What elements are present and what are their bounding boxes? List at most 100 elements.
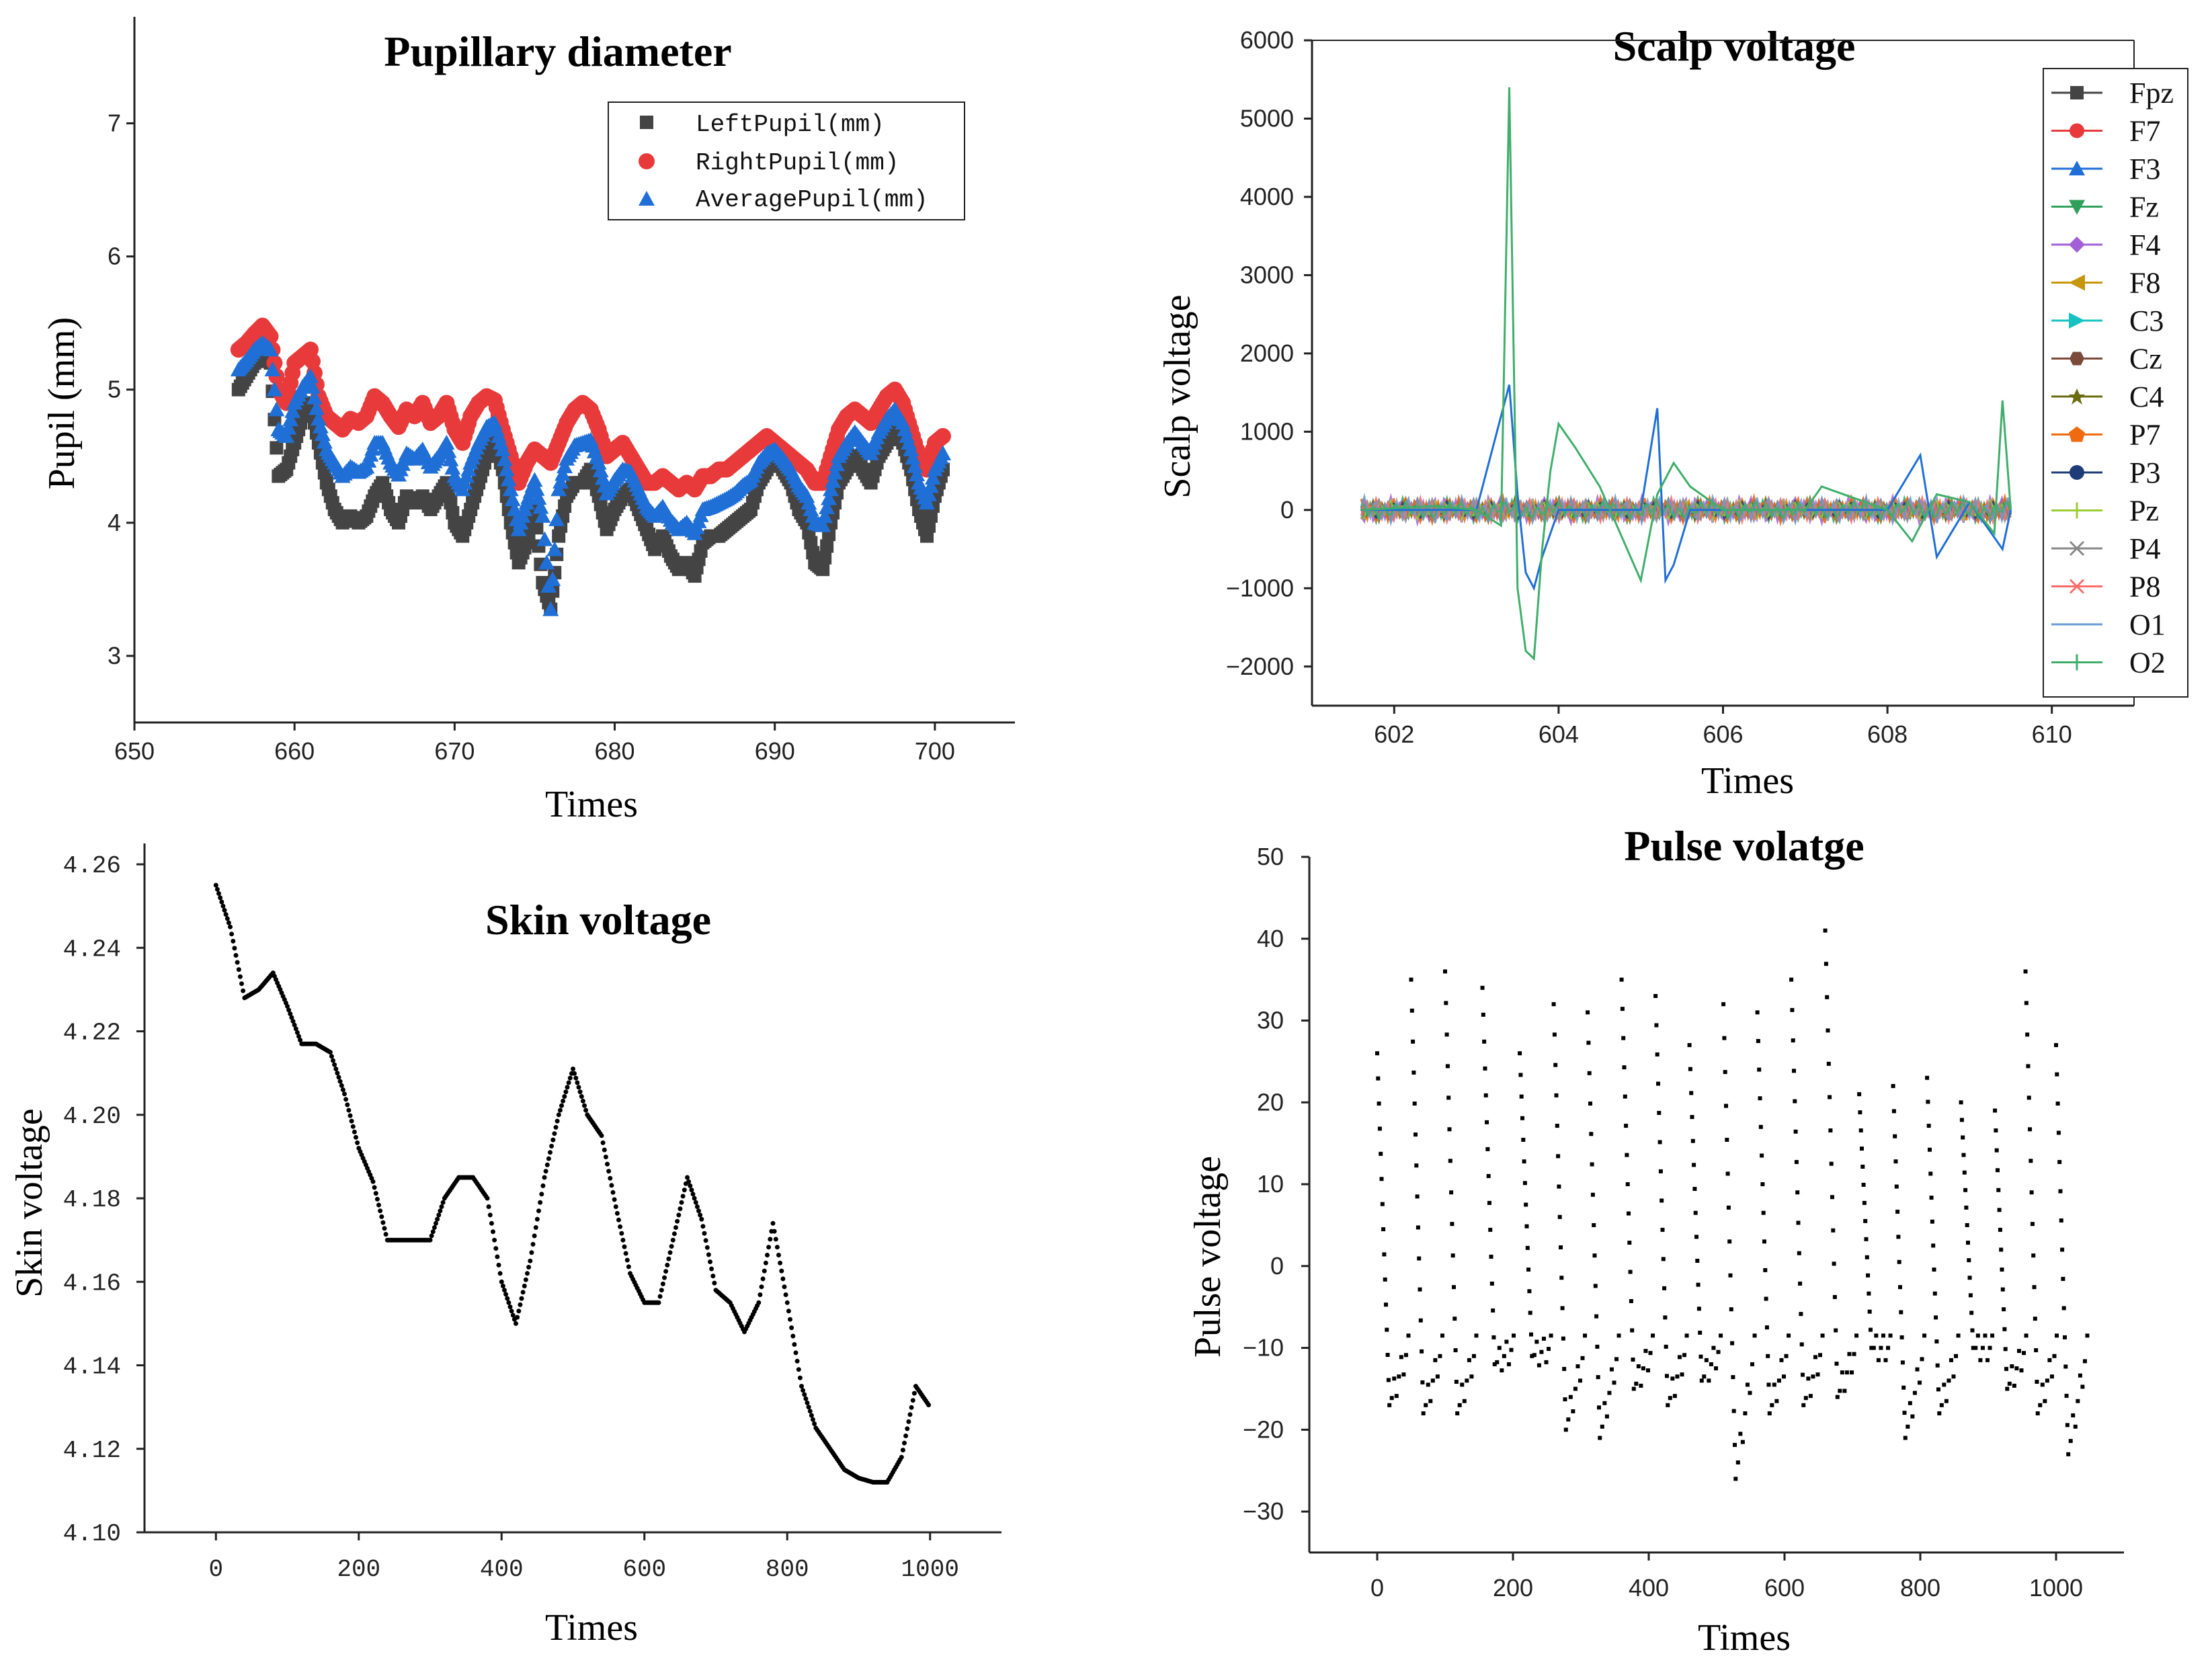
skin-point [370,1179,376,1184]
pupil-x-tick-label: 690 [755,737,795,765]
pulse-point [1520,1116,1524,1120]
pulse-point [1382,1252,1387,1257]
pupil-point-average [590,454,607,470]
pulse-point [1735,1460,1740,1465]
pulse-point [1758,1096,1762,1101]
pupil-point-average [905,450,921,465]
skin-point [796,1367,801,1372]
pulse-beat [1959,1100,1995,1362]
skin-point [518,1302,523,1307]
skin-point [792,1342,797,1347]
pupil-y-tick-label: 4 [108,509,121,536]
pulse-point [1578,1378,1582,1383]
pulse-point [1908,1401,1912,1405]
skin-point [902,1440,907,1446]
pulse-point [1379,1177,1384,1181]
pulse-x-tick-label: 600 [1764,1574,1805,1602]
skin-point [624,1257,630,1263]
pulse-point [1602,1401,1607,1405]
pulse-point [1467,1358,1471,1362]
pupil-point-average [264,362,281,376]
pulse-point [1767,1411,1772,1415]
pulse-point [1655,1052,1660,1056]
skin-point [347,1113,353,1118]
skin-point [226,920,231,925]
pulse-point [1444,1032,1449,1037]
pulse-y-tick-label: 30 [1257,1007,1284,1034]
pulse-point [1971,1345,1975,1350]
pulse-point [2026,1064,2031,1069]
pupil-point-average [262,341,279,357]
pulse-point [1590,1192,1595,1197]
pulse-point [2068,1439,2073,1444]
pulse-point [1619,977,1624,982]
pulse-beat [1857,1092,1893,1362]
pupil-point-average [284,403,301,418]
pupil-point-average [530,490,547,505]
pulse-point [1590,1162,1594,1167]
pulse-point [1926,1099,1930,1104]
skin-y-tick-label: 4.22 [63,1020,121,1047]
skin-point [772,1229,777,1234]
pulse-point [1664,1344,1668,1349]
pulse-point [1502,1354,1506,1358]
skin-point [557,1108,563,1113]
skin-point [331,1058,335,1063]
skin-point [694,1204,700,1209]
skin-point [812,1421,817,1426]
pulse-point [1993,1108,1998,1113]
pulse-point [1863,1218,1868,1223]
pulse-point [2035,1411,2040,1415]
skin-point [608,1175,613,1181]
skin-point [802,1392,807,1397]
pulse-point [1826,1028,1830,1033]
skin-point [236,967,241,972]
skin-point [523,1277,528,1282]
skin-point [571,1067,575,1071]
pulse-point [1760,1153,1764,1158]
pulse-point [2007,1381,2012,1386]
pulse-point [1596,1405,1601,1410]
skin-point [806,1405,811,1410]
pulse-point [1397,1374,1401,1379]
pulse-point [1698,1330,1703,1335]
skin-point [520,1290,526,1295]
pulse-point [1672,1394,1677,1399]
pupil-y-tick-label: 3 [108,642,121,669]
skin-point [544,1162,550,1167]
skin-point [285,1003,290,1009]
pulse-point [1409,1008,1414,1013]
scalp-legend-label-P8: P8 [2129,571,2160,604]
pulse-point [2052,1354,2057,1358]
pulse-point [1512,1333,1516,1338]
skin-point [214,886,220,892]
skin-point [685,1175,690,1180]
pulse-point [1901,1385,1906,1390]
pulse-point [2058,1189,2063,1194]
pulse-point [1551,1002,1556,1007]
skin-point [666,1256,671,1261]
pulse-point [1772,1382,1776,1387]
scalp-legend-label-P7: P7 [2129,419,2160,452]
skin-point [616,1217,621,1222]
scalp-legend-marker-P8 [2069,579,2085,594]
pulse-point [1915,1367,1920,1372]
skin-point [293,1026,298,1032]
skin-point [354,1134,358,1140]
scalp-legend: Fpz F7 F3 Fz F4 F8 C3 Cz C4 P7 P3 Pz P4 P8 O1 O2 [2043,68,2188,698]
pulse-point [1465,1378,1469,1383]
pulse-point [1799,1312,1803,1317]
pulse-point [1522,1159,1526,1164]
pulse-point [1860,1164,1865,1169]
pulse-point [2062,1335,2067,1339]
pupil-point-average [817,508,833,524]
pupil-point-average [304,378,321,394]
skin-point [223,912,229,917]
pulse-point [1609,1367,1614,1372]
pulse-point [1995,1168,2000,1173]
pulse-point [1709,1362,1713,1366]
skin-point [491,1229,495,1235]
pulse-point [1912,1391,1917,1395]
skin-point [760,1276,766,1282]
pulse-point [1894,1184,1899,1189]
